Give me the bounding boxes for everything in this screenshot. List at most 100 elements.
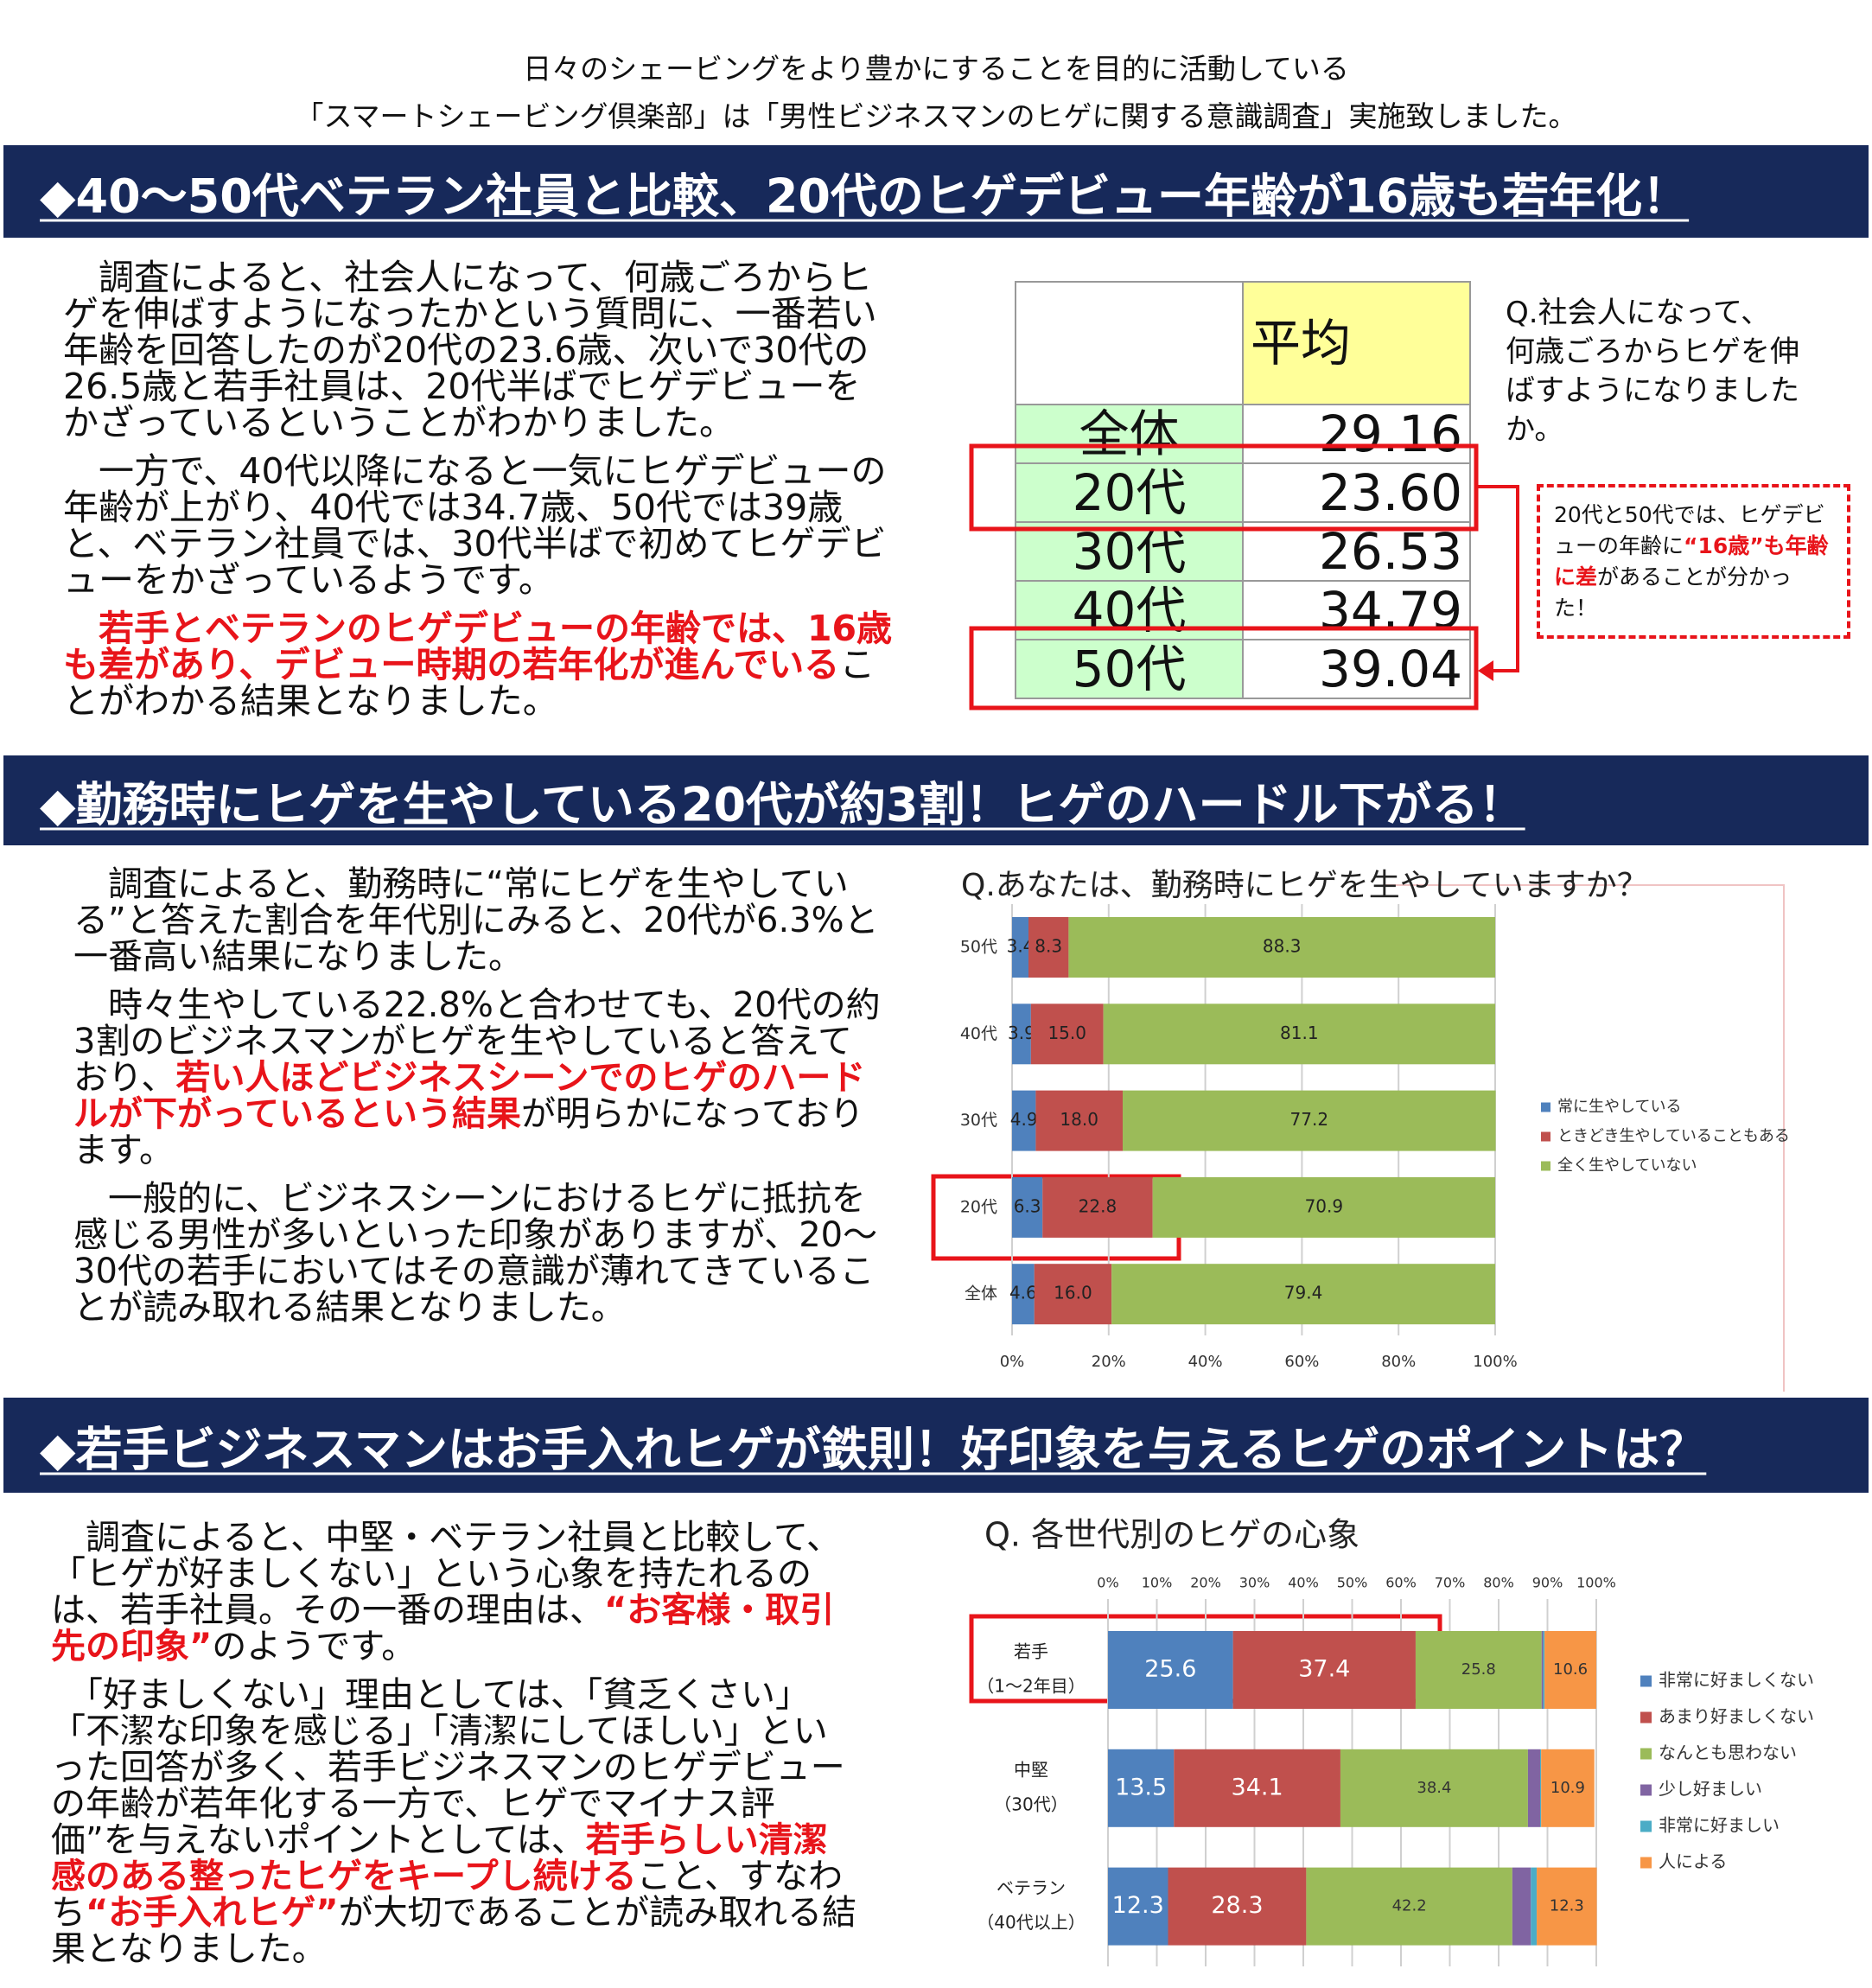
bar-segment — [1415, 1631, 1542, 1709]
row-label: 50代 — [1015, 639, 1244, 699]
bar-segment — [1012, 1004, 1031, 1065]
bar-segment — [1541, 1749, 1595, 1827]
bar-segment — [1168, 1867, 1307, 1946]
value-label: 15.0 — [1047, 1023, 1086, 1043]
table-row: 30代 26.53 — [1015, 521, 1471, 582]
text-run: 調査によると、勤務時に“常にヒゲを生やしている”と答えた割合を年代別にみると、2… — [73, 864, 879, 977]
chart-title: Q. 各世代別のヒゲの心象 — [984, 1516, 1359, 1554]
text-run: のようです。 — [212, 1627, 417, 1666]
x-tick-label: 40% — [1188, 1353, 1223, 1371]
paragraph: 一般的に、ビジネスシーンにおけるヒゲに抵抗を感じる男性が多いといった印象がありま… — [73, 1181, 882, 1326]
question: Q.社会人になって、何歳ごろからヒゲを伸ばすようになりましたか。 — [1506, 296, 1799, 447]
value-label: 42.2 — [1392, 1897, 1427, 1915]
row-label: 全体 — [1015, 404, 1244, 464]
legend-swatch — [1640, 1711, 1652, 1724]
y-tick-label: 50代 — [960, 938, 997, 957]
x-tick-label: 0% — [1097, 1575, 1118, 1591]
bar-segment — [1012, 1264, 1035, 1325]
section-text: 調査によると、勤務時に“常にヒゲを生やしている”と答えた割合を年代別にみると、2… — [73, 866, 882, 1338]
value-label: 25.8 — [1461, 1660, 1496, 1679]
legend-label: ときどき生やしていることもある — [1557, 1127, 1790, 1145]
bar-segment — [1035, 1090, 1124, 1151]
text-run: 調査によると、社会人になって、何歳ごろからヒゲを伸ばすようになったかという質問に… — [63, 257, 877, 443]
section-heading-bar: ◆40～50代ベテラン社員と比較、20代のヒゲデビュー年齢が16歳も若年化！ — [3, 145, 1869, 238]
legend-swatch — [1640, 1784, 1652, 1796]
legend-swatch — [1541, 1102, 1550, 1112]
legend-label: あまり好ましくない — [1659, 1706, 1814, 1727]
arrow-head — [1478, 660, 1493, 681]
bar-segment — [1111, 1264, 1495, 1325]
value-label: 88.3 — [1263, 936, 1302, 957]
value-label: 25.6 — [1144, 1656, 1196, 1683]
y-tick-label: 全体 — [965, 1284, 997, 1303]
bar-segment — [1108, 1749, 1175, 1827]
y-tick-label: （1～2年目） — [977, 1676, 1085, 1697]
text-run: 20代と50代では、ヒゲデビューの年齢に — [1554, 502, 1825, 558]
x-tick-label: 40% — [1288, 1575, 1319, 1591]
x-tick-label: 20% — [1190, 1575, 1221, 1591]
legend-label: 常に生やしている — [1557, 1098, 1681, 1116]
value-label: 81.1 — [1280, 1023, 1319, 1043]
x-tick-label: 10% — [1142, 1575, 1173, 1591]
bar-segment — [1541, 1631, 1544, 1709]
value-label: 13.5 — [1115, 1774, 1167, 1800]
x-tick-label: 0% — [1000, 1353, 1025, 1371]
paragraph: 一方で、40代以降になると一気にヒゲデビューの年齢が上がり、40代では34.7歳… — [63, 453, 893, 598]
bar-segment — [1030, 1004, 1104, 1065]
table-header: 平均 — [1242, 281, 1471, 405]
x-tick-label: 30% — [1239, 1575, 1270, 1591]
x-tick-label: 90% — [1532, 1575, 1563, 1591]
section-text: 調査によると、社会人になって、何歳ごろからヒゲを伸ばすようになったかという質問に… — [63, 259, 893, 731]
x-tick-label: 60% — [1385, 1575, 1417, 1591]
text-run: 一方で、40代以降になると一気にヒゲデビューの年齢が上がり、40代では34.7歳… — [63, 450, 887, 601]
value-label: 8.3 — [1035, 936, 1062, 957]
legend-label: 全く生やしていない — [1557, 1156, 1697, 1175]
x-tick-label: 50% — [1337, 1575, 1368, 1591]
legend-label: 人による — [1659, 1851, 1727, 1872]
value-label: 12.3 — [1112, 1892, 1164, 1919]
x-tick-label: 100% — [1576, 1575, 1616, 1591]
table-row: 全体 29.16 — [1015, 404, 1471, 464]
paragraph: 時々生やしている22.8%と合わせても、20代の約3割のビジネスマンがヒゲを生や… — [73, 987, 882, 1169]
value-label: 6.3 — [1014, 1195, 1041, 1216]
table-cell — [1015, 281, 1244, 405]
text-run: 一般的に、ビジネスシーンにおけるヒゲに抵抗を感じる男性が多いといった印象がありま… — [73, 1179, 878, 1328]
highlight-run: 若手らしい清潔感のある整ったヒゲをキープし続ける — [51, 1820, 828, 1896]
y-tick-label: 30代 — [960, 1111, 997, 1130]
value-label: 28.3 — [1211, 1892, 1263, 1919]
legend-swatch — [1640, 1675, 1652, 1687]
row-value: 26.53 — [1242, 521, 1471, 582]
paragraph: 「好ましくない」理由としては、「貧乏くさい」「不潔な印象を感じる」「清潔にしてほ… — [51, 1677, 859, 1967]
section-heading: ◆若手ビジネスマンはお手入れヒゲが鉄則！好印象を与えるヒゲのポイントは？ — [40, 1422, 1707, 1477]
highlight-box — [969, 443, 1479, 532]
section-heading-bar: ◆勤務時にヒゲを生やしている20代が約3割！ヒゲのハードル下がる！ — [3, 755, 1869, 845]
bar-segment — [1544, 1631, 1596, 1709]
bar-segment — [1103, 1004, 1495, 1065]
row-label: 30代 — [1015, 521, 1244, 582]
value-label: 79.4 — [1284, 1283, 1323, 1303]
section-heading-bar: ◆若手ビジネスマンはお手入れヒゲが鉄則！好印象を与えるヒゲのポイントは？ — [3, 1398, 1869, 1493]
intro-line: 「スマートシェービング倶楽部」は「男性ビジネスマンのヒゲに関する意識調査」実施致… — [295, 99, 1577, 133]
x-tick-label: 70% — [1435, 1575, 1466, 1591]
average-table: 平均 全体 29.16 20代 23.60 30代 26.53 40代 34.79 50… — [1015, 281, 1471, 699]
y-tick-label: （30代） — [994, 1794, 1067, 1814]
y-tick-label: ベテラン — [996, 1877, 1066, 1898]
bar-segment — [1034, 1264, 1112, 1325]
value-label: 3.9 — [1008, 1023, 1035, 1043]
highlight-run: “16歳”も年齢に差 — [1554, 533, 1829, 589]
bar-segment — [1012, 1090, 1036, 1151]
legend-label: なんとも思わない — [1659, 1743, 1797, 1763]
table-row: 50代 39.04 — [1015, 639, 1471, 699]
chart-title: Q.あなたは、勤務時にヒゲを生やしていますか？ — [961, 868, 1648, 903]
x-tick-label: 20% — [1092, 1353, 1126, 1371]
legend-label: 非常に好ましくない — [1659, 1670, 1814, 1691]
legend-label: 少し好ましい — [1659, 1779, 1762, 1800]
arrow — [1476, 485, 1519, 672]
text-run: ことがわかる結果となりました。 — [63, 644, 876, 722]
value-label: 4.9 — [1010, 1109, 1038, 1130]
text-run: こと、すなわち — [51, 1857, 844, 1933]
legend-swatch — [1541, 1131, 1550, 1142]
value-label: 70.9 — [1305, 1195, 1344, 1216]
row-label: 20代 — [1015, 462, 1244, 523]
